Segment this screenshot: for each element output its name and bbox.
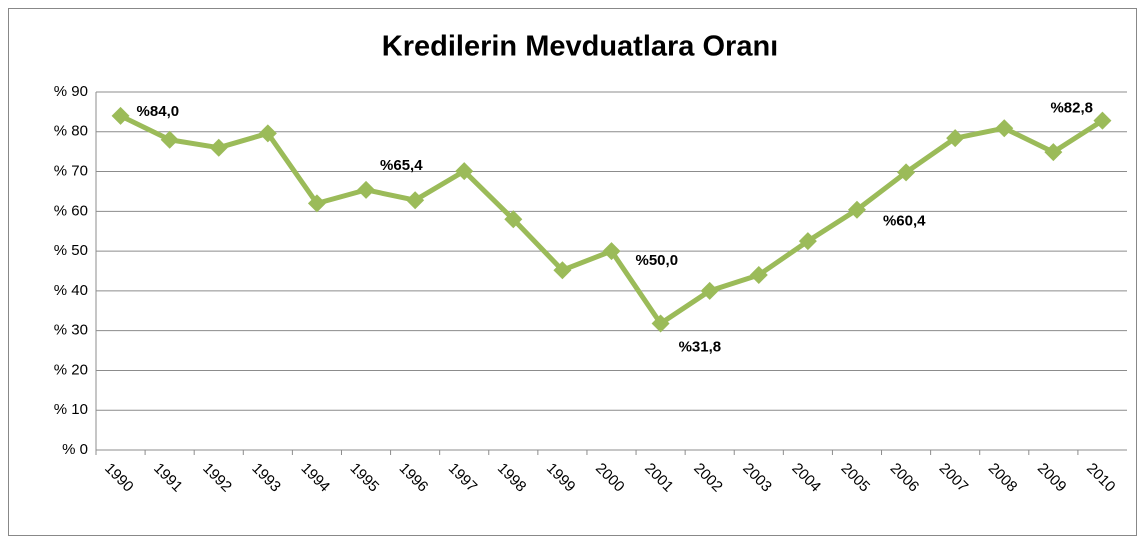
data-point bbox=[1093, 111, 1112, 130]
data-point bbox=[504, 210, 523, 229]
data-point bbox=[847, 200, 866, 219]
data-point bbox=[357, 180, 376, 199]
data-point bbox=[406, 191, 425, 210]
data-point bbox=[897, 163, 916, 182]
y-tick-label: % 30 bbox=[54, 322, 88, 339]
data-label: %31,8 bbox=[679, 338, 722, 355]
chart-title: Kredilerin Mevduatlara Oranı bbox=[382, 31, 778, 63]
data-point bbox=[111, 106, 130, 125]
y-tick-label: % 20 bbox=[54, 361, 88, 378]
y-tick-label: % 80 bbox=[54, 123, 88, 140]
data-label: %65,4 bbox=[380, 157, 423, 174]
data-point bbox=[258, 124, 277, 143]
data-point bbox=[160, 130, 179, 149]
data-point bbox=[651, 314, 670, 333]
data-label: %50,0 bbox=[636, 252, 679, 269]
data-label: %82,8 bbox=[1050, 100, 1093, 117]
y-tick-label: % 10 bbox=[54, 401, 88, 418]
y-tick-label: % 0 bbox=[62, 441, 88, 458]
y-tick-label: % 60 bbox=[54, 202, 88, 219]
y-tick-label: % 70 bbox=[54, 163, 88, 180]
data-point bbox=[553, 261, 572, 280]
y-tick-label: % 50 bbox=[54, 242, 88, 259]
data-point bbox=[700, 281, 719, 300]
data-point bbox=[455, 162, 474, 181]
data-point bbox=[946, 129, 965, 148]
data-point bbox=[602, 242, 621, 261]
data-point bbox=[307, 194, 326, 213]
data-label: %60,4 bbox=[883, 213, 926, 230]
data-point bbox=[798, 232, 817, 251]
data-point bbox=[749, 265, 768, 284]
data-label: %84,0 bbox=[137, 103, 180, 120]
y-tick-label: % 40 bbox=[54, 282, 88, 299]
y-tick-label: % 90 bbox=[54, 83, 88, 100]
chart-border bbox=[8, 8, 1137, 536]
data-point bbox=[1044, 143, 1063, 162]
data-point bbox=[209, 138, 228, 157]
data-point bbox=[995, 119, 1014, 138]
